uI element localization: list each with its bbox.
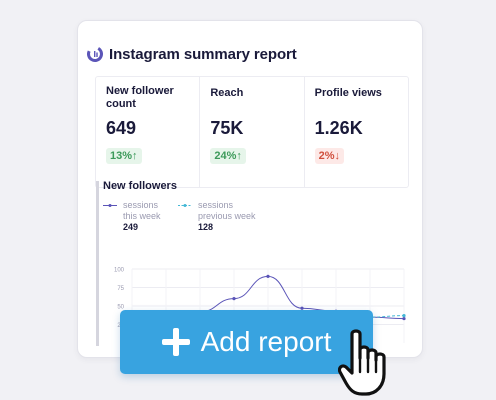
metric-label: New follower count [106, 85, 174, 110]
report-header: Instagram summary report [86, 45, 297, 63]
add-report-label: Add report [200, 326, 332, 357]
metric-profile-views: Profile views 1.26K 2%↓ [305, 77, 408, 187]
change-badge: 2%↓ [314, 148, 345, 164]
legend-name: previous week [198, 211, 256, 221]
chart-accent-bar [96, 181, 99, 346]
metrics-row: New follower count 649 13%↑ Reach 75K 24… [95, 76, 409, 188]
change-badge: 24%↑ [210, 148, 246, 164]
donut-chart-icon [87, 46, 103, 62]
chart-title: New followers [103, 180, 177, 192]
metric-label: Reach [210, 87, 244, 99]
metric-new-follower-count: New follower count 649 13%↑ [96, 77, 201, 187]
legend-line-icon [103, 204, 117, 207]
data-point [300, 306, 304, 310]
data-point [402, 316, 406, 321]
y-tick-label: 75 [117, 286, 124, 292]
y-tick-label: 100 [114, 268, 125, 274]
plus-icon [161, 328, 190, 356]
legend-value: 249 [123, 222, 139, 232]
metric-value: 1.26K [314, 118, 363, 138]
legend-name: sessions [123, 200, 159, 210]
legend-value: 128 [198, 222, 214, 232]
legend-this-week: sessions this week 249 [103, 200, 161, 233]
report-card: Instagram summary report New follower co… [77, 20, 423, 358]
hand-pointer-icon [338, 329, 386, 396]
y-tick-label: 50 [117, 305, 124, 311]
data-point [232, 297, 236, 301]
report-title: Instagram summary report [109, 45, 297, 63]
legend-previous-week: sessions previous week 128 [178, 200, 256, 233]
data-point [266, 274, 270, 278]
metric-value: 75K [210, 118, 244, 138]
change-badge: 13%↑ [106, 148, 142, 164]
legend-name: this week [123, 211, 161, 221]
metric-value: 649 [106, 118, 137, 138]
legend-name: sessions [198, 200, 234, 210]
data-point [402, 314, 406, 318]
metric-label: Profile views [314, 87, 382, 99]
metric-reach: Reach 75K 24%↑ [200, 77, 305, 187]
add-report-button[interactable]: Add report [120, 310, 373, 374]
legend-dashed-line-icon [178, 204, 192, 207]
